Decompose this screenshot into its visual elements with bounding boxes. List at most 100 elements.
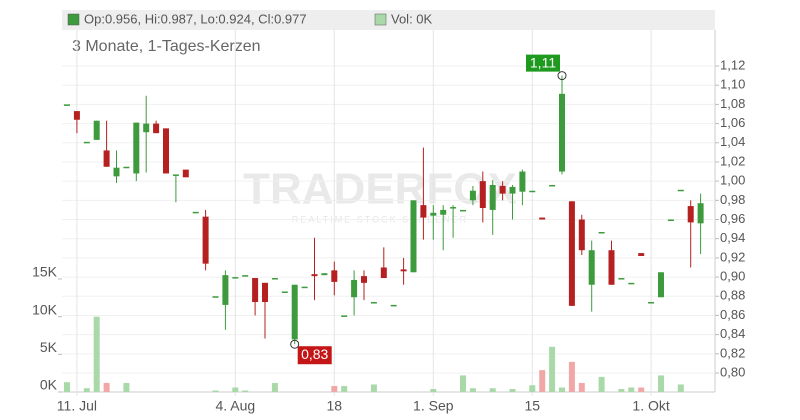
candle-body bbox=[658, 272, 664, 298]
low-marker bbox=[290, 339, 300, 349]
y2-tick-label: 10K bbox=[32, 301, 58, 317]
volume-bar bbox=[64, 382, 70, 392]
x-tick-label: 15 bbox=[525, 398, 541, 414]
volume-bar bbox=[658, 375, 664, 392]
volume-bar bbox=[212, 390, 219, 392]
y-tick-label: 1,04 bbox=[720, 134, 745, 149]
candle-body bbox=[83, 141, 90, 144]
x-tick-label: 1. Sep bbox=[413, 398, 454, 414]
candle-body bbox=[578, 219, 585, 251]
high-label-box bbox=[526, 54, 560, 72]
volume-bar bbox=[489, 388, 496, 392]
candle-body bbox=[519, 171, 526, 192]
y-tick-label: 0,96 bbox=[720, 211, 745, 226]
candle-body bbox=[608, 250, 615, 285]
candle-body bbox=[331, 270, 338, 282]
y-tick-label: 0,92 bbox=[720, 249, 745, 264]
candle-body bbox=[638, 253, 645, 256]
y2-tick-label: 0K bbox=[40, 377, 58, 393]
candle-body bbox=[618, 278, 625, 280]
x-tick-label: 4. Aug bbox=[215, 398, 255, 414]
low-label-box bbox=[297, 346, 332, 365]
candle-body bbox=[539, 217, 546, 220]
candle-body bbox=[400, 269, 407, 272]
candle-body bbox=[271, 278, 278, 280]
candle-body bbox=[380, 267, 387, 279]
candle-body bbox=[321, 273, 328, 276]
candle-body bbox=[430, 212, 437, 216]
candle-body bbox=[390, 304, 397, 307]
y2-tick-label: 15K bbox=[32, 264, 58, 280]
candle-body bbox=[222, 275, 229, 305]
candle-body bbox=[172, 174, 179, 176]
volume-bar bbox=[370, 384, 377, 392]
y-tick-label: 0,82 bbox=[720, 345, 745, 360]
high-marker bbox=[557, 71, 567, 81]
candle-body bbox=[420, 205, 427, 218]
volume-bar bbox=[123, 382, 130, 392]
candle-body bbox=[489, 184, 496, 210]
legend-swatch bbox=[374, 13, 387, 26]
candle-body bbox=[529, 190, 536, 193]
candle-body bbox=[113, 167, 120, 177]
candle-body bbox=[103, 150, 110, 167]
legend-swatch bbox=[67, 13, 80, 26]
candle-body bbox=[628, 282, 635, 285]
volume-bar bbox=[618, 388, 625, 392]
legend-bar bbox=[62, 10, 715, 30]
y-tick-label: 0,86 bbox=[720, 307, 745, 322]
low-label: 0,83 bbox=[301, 346, 328, 362]
y-tick-label: 1,12 bbox=[720, 57, 745, 72]
high-label: 1,11 bbox=[530, 54, 556, 70]
candle-body bbox=[311, 274, 318, 277]
volume-bar bbox=[559, 387, 565, 392]
y-tick-label: 1,06 bbox=[720, 115, 745, 130]
legend-ohlc: Op:0.956, Hi:0.987, Lo:0.924, Cl:0.977 bbox=[84, 11, 307, 26]
y-tick-label: 1,10 bbox=[720, 77, 745, 92]
candle-body bbox=[341, 315, 348, 317]
candle-body bbox=[598, 231, 605, 234]
candle-body bbox=[232, 277, 239, 279]
y-tick-label: 0,94 bbox=[720, 230, 745, 245]
candle-body bbox=[93, 120, 100, 140]
volume-bar bbox=[232, 387, 239, 392]
candle-body bbox=[697, 203, 704, 224]
candle-body bbox=[440, 209, 447, 215]
candle-body bbox=[153, 123, 160, 134]
candle-body bbox=[460, 209, 466, 212]
candle-body bbox=[588, 250, 595, 285]
y-tick-label: 1,08 bbox=[720, 96, 745, 111]
volume-bar bbox=[677, 384, 684, 392]
volume-bar bbox=[539, 370, 546, 392]
volume-bar bbox=[460, 375, 466, 392]
volume-bar bbox=[83, 388, 90, 392]
candle-body bbox=[262, 282, 268, 303]
candle-body bbox=[182, 169, 189, 178]
legend-volume: Vol: 0K bbox=[391, 11, 433, 26]
candle-body bbox=[499, 185, 506, 194]
volume-bar bbox=[549, 346, 556, 392]
x-tick-label: 1. Okt bbox=[632, 398, 669, 414]
candle-body bbox=[133, 122, 140, 174]
candle-body bbox=[687, 206, 694, 223]
volume-bar bbox=[103, 382, 110, 392]
candle-body bbox=[301, 286, 308, 289]
volume-bar bbox=[341, 385, 348, 392]
volume-bar bbox=[469, 388, 476, 392]
y-tick-label: 0,98 bbox=[720, 192, 745, 207]
volume-bar bbox=[598, 376, 605, 392]
candle-body bbox=[469, 190, 476, 201]
volume-bar bbox=[529, 385, 536, 392]
y-tick-label: 0,84 bbox=[720, 326, 745, 341]
candle-body bbox=[163, 128, 169, 174]
candle-body bbox=[242, 275, 249, 277]
watermark: TRADERFOX bbox=[243, 165, 517, 214]
candle-body bbox=[64, 104, 70, 106]
candle-body bbox=[361, 276, 367, 283]
candle-body bbox=[351, 279, 358, 298]
y-tick-label: 1,00 bbox=[720, 173, 745, 188]
candle-body bbox=[479, 181, 486, 209]
candle-body bbox=[648, 302, 655, 304]
candle-body bbox=[291, 284, 298, 340]
